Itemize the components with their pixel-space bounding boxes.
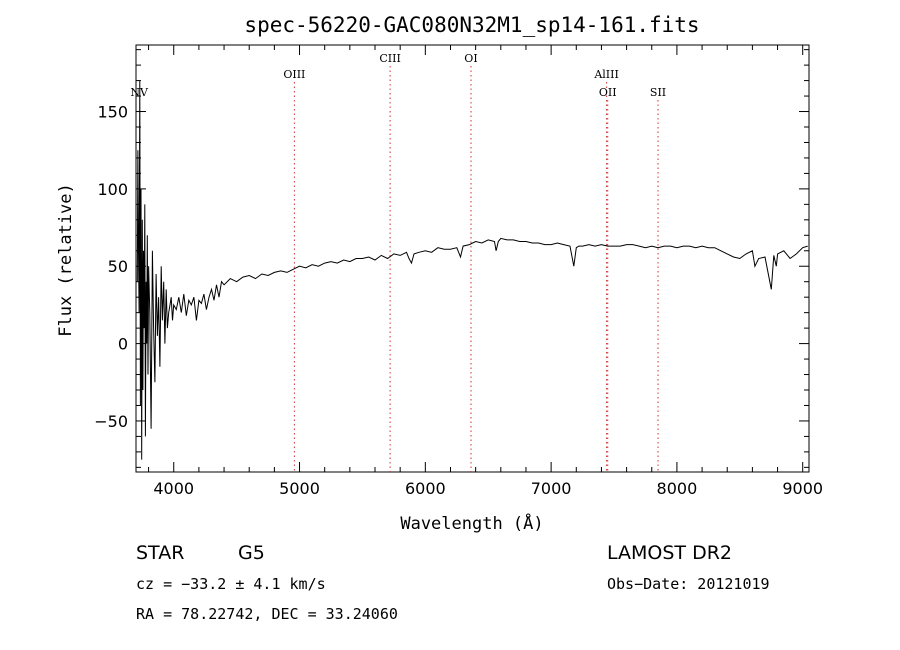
x-tick-label: 4000 — [153, 479, 194, 498]
x-tick-label: 9000 — [782, 479, 823, 498]
x-tick-label: 8000 — [657, 479, 698, 498]
x-tick-label: 7000 — [531, 479, 572, 498]
y-tick-label: 150 — [97, 103, 128, 122]
y-tick-label: −50 — [94, 412, 128, 431]
x-tick-label: 6000 — [405, 479, 446, 498]
spectral-line-label: OII — [599, 86, 617, 99]
x-axis-ticks: 4000 5000 6000 7000 8000 9000 — [148, 45, 823, 498]
chart-title: spec-56220-GAC080N32M1_sp14-161.fits — [244, 13, 699, 37]
survey-name: LAMOST DR2 — [607, 542, 732, 564]
spectral-line-label: OI — [464, 52, 477, 65]
y-axis-ticks: −50 0 50 100 150 — [94, 49, 809, 468]
object-class: STAR — [136, 542, 184, 564]
redshift-velocity: cz = −33.2 ± 4.1 km/s — [136, 575, 326, 593]
object-subclass: G5 — [238, 542, 265, 564]
y-tick-label: 0 — [118, 335, 128, 354]
coordinates: RA = 78.22742, DEC = 33.24060 — [136, 605, 398, 623]
spectral-line-label: CIII — [379, 52, 400, 65]
y-tick-label: 50 — [108, 257, 128, 276]
spectrum-line — [136, 80, 808, 460]
spectral-line-label: SII — [650, 86, 666, 99]
plot-frame — [135, 44, 810, 473]
y-axis-label: Flux (relative) — [56, 183, 76, 337]
y-tick-label: 100 — [97, 180, 128, 199]
spectral-line-label: AlIII — [593, 68, 619, 81]
spectral-line-label: OIII — [283, 68, 305, 81]
observation-date: Obs−Date: 20121019 — [607, 575, 770, 593]
x-axis-label: Wavelength (Å) — [400, 512, 543, 534]
x-tick-label: 5000 — [279, 479, 320, 498]
